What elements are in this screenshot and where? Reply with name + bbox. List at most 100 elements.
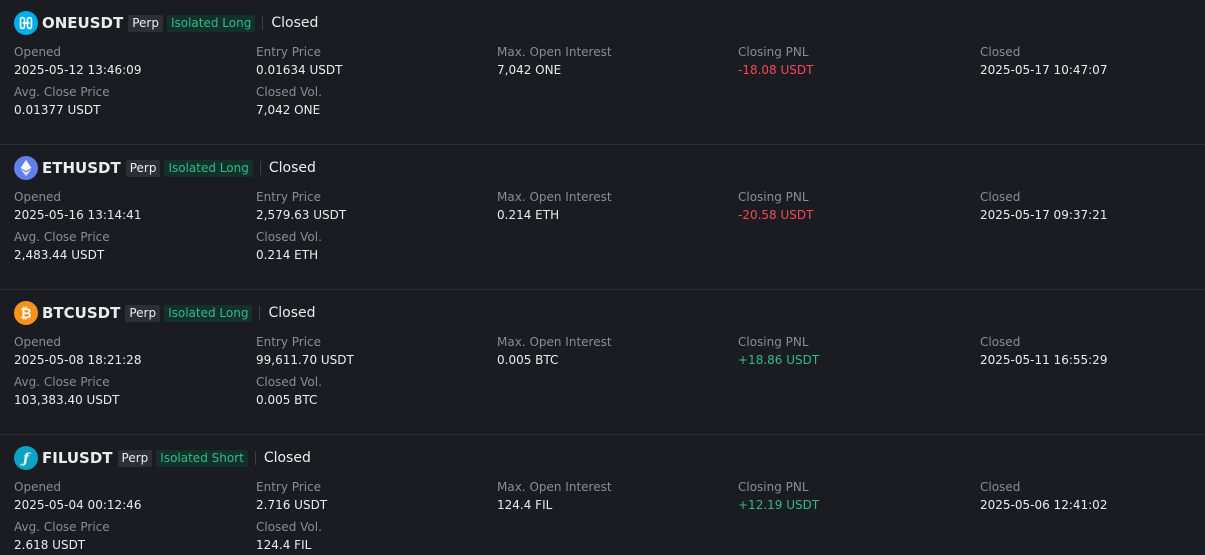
closed-time-value: 2025-05-06 12:41:02 (980, 498, 1108, 512)
closed-time-label: Closed (980, 190, 1021, 204)
closed-vol-field: Closed Vol. 124.4 FIL (256, 519, 322, 553)
status-text: Closed (268, 160, 316, 176)
closing-pnl-value: +18.86 USDT (738, 353, 820, 367)
bitcoin-icon: ₿ (14, 301, 38, 325)
margin-mode-tag: Isolated Long (164, 159, 253, 177)
closing-pnl-field: Closing PNL +12.19 USDT (738, 479, 819, 513)
margin-mode-tag: Isolated Long (166, 14, 256, 32)
max-open-interest-field: Max. Open Interest 0.214 ETH (497, 189, 612, 223)
symbol-name[interactable]: BTCUSDT (42, 304, 121, 322)
closed-time-field: Closed 2025-05-17 10:47:07 (980, 44, 1107, 78)
max-open-interest-value: 0.005 BTC (497, 353, 559, 367)
avg-close-price-label: Avg. Close Price (14, 520, 110, 534)
status-text: Closed (263, 450, 311, 466)
position-card: ONEUSDT Perp Isolated Long Closed Opened… (0, 0, 1205, 145)
position-header: ONEUSDT Perp Isolated Long Closed (14, 11, 319, 35)
closed-vol-value: 0.214 ETH (256, 248, 319, 262)
entry-price-field: Entry Price 2.716 USDT (256, 479, 327, 513)
max-open-interest-value: 7,042 ONE (497, 63, 562, 77)
closed-vol-label: Closed Vol. (256, 375, 322, 389)
entry-price-field: Entry Price 99,611.70 USDT (256, 334, 354, 368)
closed-vol-field: Closed Vol. 0.214 ETH (256, 229, 322, 263)
position-card: ETHUSDT Perp Isolated Long Closed Opened… (0, 145, 1205, 290)
max-open-interest-field: Max. Open Interest 7,042 ONE (497, 44, 612, 78)
closed-time-value: 2025-05-17 09:37:21 (980, 208, 1108, 222)
symbol-name[interactable]: FILUSDT (42, 449, 113, 467)
closing-pnl-value: -20.58 USDT (738, 208, 814, 222)
closing-pnl-value: +12.19 USDT (738, 498, 820, 512)
opened-value: 2025-05-12 13:46:09 (14, 63, 142, 77)
closing-pnl-label: Closing PNL (738, 190, 809, 204)
position-header: ƒ FILUSDT Perp Isolated Short Closed (14, 446, 311, 470)
closed-vol-field: Closed Vol. 0.005 BTC (256, 374, 322, 408)
perp-tag: Perp (125, 159, 161, 177)
symbol-name[interactable]: ONEUSDT (42, 14, 124, 32)
closed-vol-value: 7,042 ONE (256, 103, 321, 117)
perp-tag: Perp (128, 14, 163, 32)
opened-field: Opened 2025-05-04 00:12:46 (14, 479, 141, 513)
avg-close-price-field: Avg. Close Price 0.01377 USDT (14, 84, 110, 118)
closed-time-label: Closed (980, 45, 1021, 59)
perp-tag: Perp (117, 449, 153, 467)
status-text: Closed (268, 305, 316, 321)
max-open-interest-label: Max. Open Interest (497, 45, 612, 59)
max-open-interest-label: Max. Open Interest (497, 480, 612, 494)
entry-price-value: 2,579.63 USDT (256, 208, 347, 222)
closed-vol-value: 124.4 FIL (256, 538, 312, 552)
closed-vol-label: Closed Vol. (256, 230, 322, 244)
opened-field: Opened 2025-05-16 13:14:41 (14, 189, 141, 223)
opened-value: 2025-05-08 18:21:28 (14, 353, 142, 367)
entry-price-label: Entry Price (256, 190, 322, 204)
closed-time-value: 2025-05-11 16:55:29 (980, 353, 1108, 367)
filecoin-icon: ƒ (14, 446, 38, 470)
divider (259, 306, 261, 320)
closing-pnl-label: Closing PNL (738, 480, 809, 494)
avg-close-price-field: Avg. Close Price 103,383.40 USDT (14, 374, 120, 408)
max-open-interest-field: Max. Open Interest 0.005 BTC (497, 334, 612, 368)
closing-pnl-value: -18.08 USDT (738, 63, 814, 77)
perp-tag: Perp (125, 304, 161, 322)
opened-value: 2025-05-16 13:14:41 (14, 208, 142, 222)
closed-vol-field: Closed Vol. 7,042 ONE (256, 84, 322, 118)
entry-price-value: 2.716 USDT (256, 498, 328, 512)
symbol-name[interactable]: ETHUSDT (42, 159, 121, 177)
entry-price-label: Entry Price (256, 480, 322, 494)
avg-close-price-label: Avg. Close Price (14, 230, 110, 244)
closed-vol-label: Closed Vol. (256, 85, 322, 99)
entry-price-field: Entry Price 0.01634 USDT (256, 44, 342, 78)
closed-time-field: Closed 2025-05-11 16:55:29 (980, 334, 1107, 368)
max-open-interest-field: Max. Open Interest 124.4 FIL (497, 479, 612, 513)
closed-time-label: Closed (980, 335, 1021, 349)
position-card: ƒ FILUSDT Perp Isolated Short Closed Ope… (0, 435, 1205, 555)
closed-vol-label: Closed Vol. (256, 520, 322, 534)
closed-vol-value: 0.005 BTC (256, 393, 318, 407)
avg-close-price-field: Avg. Close Price 2.618 USDT (14, 519, 110, 553)
max-open-interest-value: 124.4 FIL (497, 498, 553, 512)
svg-text:ƒ: ƒ (20, 451, 32, 466)
entry-price-value: 99,611.70 USDT (256, 353, 354, 367)
closing-pnl-field: Closing PNL +18.86 USDT (738, 334, 819, 368)
avg-close-price-value: 2,483.44 USDT (14, 248, 105, 262)
divider (262, 16, 264, 30)
closed-time-label: Closed (980, 480, 1021, 494)
avg-close-price-label: Avg. Close Price (14, 85, 110, 99)
entry-price-label: Entry Price (256, 335, 322, 349)
divider (259, 161, 261, 175)
avg-close-price-value: 2.618 USDT (14, 538, 86, 552)
closing-pnl-label: Closing PNL (738, 335, 809, 349)
opened-value: 2025-05-04 00:12:46 (14, 498, 142, 512)
avg-close-price-field: Avg. Close Price 2,483.44 USDT (14, 229, 110, 263)
status-text: Closed (271, 15, 319, 31)
divider (254, 451, 256, 465)
closed-time-field: Closed 2025-05-17 09:37:21 (980, 189, 1107, 223)
max-open-interest-value: 0.214 ETH (497, 208, 560, 222)
ethereum-icon (14, 156, 38, 180)
entry-price-label: Entry Price (256, 45, 322, 59)
max-open-interest-label: Max. Open Interest (497, 335, 612, 349)
svg-text:₿: ₿ (20, 306, 31, 321)
avg-close-price-label: Avg. Close Price (14, 375, 110, 389)
opened-label: Opened (14, 190, 62, 204)
position-header: ETHUSDT Perp Isolated Long Closed (14, 156, 316, 180)
margin-mode-tag: Isolated Short (156, 449, 248, 467)
closed-time-field: Closed 2025-05-06 12:41:02 (980, 479, 1107, 513)
